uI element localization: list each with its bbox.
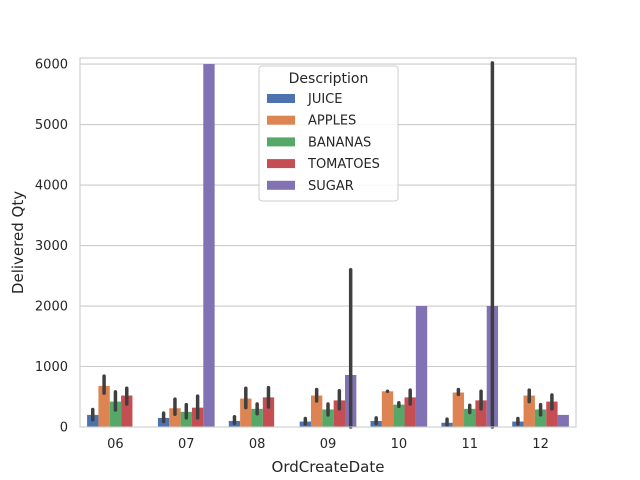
x-tick-label: 11	[461, 437, 478, 452]
y-tick-label: 5000	[35, 118, 68, 133]
bar-bananas-08	[251, 408, 263, 427]
y-tick-label: 2000	[35, 300, 68, 315]
x-tick-label: 06	[107, 437, 124, 452]
y-tick-label: 0	[60, 421, 68, 436]
legend: Description JUICE APPLES BANANAS TOMATOES SU…	[258, 65, 399, 202]
bar-apples-08	[240, 398, 252, 427]
bar-tomatoes-11	[475, 400, 487, 427]
legend-swatch-apples	[267, 115, 295, 125]
y-axis-ticks: 0 1000 2000 3000 4000 5000 6000	[35, 58, 68, 436]
legend-swatch-tomatoes	[267, 159, 295, 169]
plot-frame	[79, 57, 577, 428]
legend-title: Description	[289, 71, 369, 87]
legend-label-juice: JUICE	[307, 92, 342, 107]
bar-apples-12	[523, 395, 535, 427]
bar-bananas-06	[109, 401, 122, 427]
legend-label-sugar: SUGAR	[308, 179, 354, 194]
y-tick-label: 1000	[35, 360, 68, 375]
legend-swatch-sugar	[267, 180, 295, 190]
bar-tomatoes-09	[333, 400, 346, 427]
bar-apples-07	[169, 408, 181, 427]
bar-tomatoes-10	[404, 397, 416, 427]
x-tick-label: 12	[532, 437, 549, 452]
legend-swatch-bananas	[267, 137, 295, 147]
y-tick-label: 6000	[35, 58, 68, 73]
bar-apples-10	[381, 391, 394, 427]
x-tick-label: 09	[320, 437, 337, 452]
x-tick-label: 07	[178, 437, 195, 452]
x-axis-ticks: 06 07 08 09 10 11 12	[107, 437, 549, 452]
x-tick-label: 10	[391, 437, 408, 452]
bar-apples-09	[310, 395, 323, 427]
bar-sugar-07	[203, 64, 215, 427]
bar-sugar-10	[415, 306, 428, 427]
bar-bananas-10	[393, 404, 405, 427]
bar-sugar-12	[557, 414, 569, 427]
y-axis-label: Delivered Qty	[9, 191, 27, 294]
x-tick-label: 08	[249, 437, 266, 452]
y-tick-label: 3000	[35, 239, 68, 254]
bar-bananas-12	[534, 409, 547, 427]
bar-bananas-11	[464, 408, 476, 427]
bar-tomatoes-12	[546, 401, 558, 427]
x-axis-label: OrdCreateDate	[272, 458, 385, 476]
bar-apples-11	[452, 392, 465, 427]
y-tick-label: 4000	[35, 179, 68, 194]
legend-swatch-juice	[267, 94, 295, 103]
error-bars	[91, 61, 554, 429]
bar-bananas-09	[322, 409, 334, 427]
legend-label-bananas: BANANAS	[308, 135, 371, 150]
legend-label-tomatoes: TOMATOES	[307, 157, 380, 172]
bar-apples-06	[98, 385, 110, 427]
legend-label-apples: APPLES	[308, 114, 356, 129]
bar-tomatoes-06	[121, 395, 133, 427]
bar-tomatoes-08	[262, 397, 275, 427]
